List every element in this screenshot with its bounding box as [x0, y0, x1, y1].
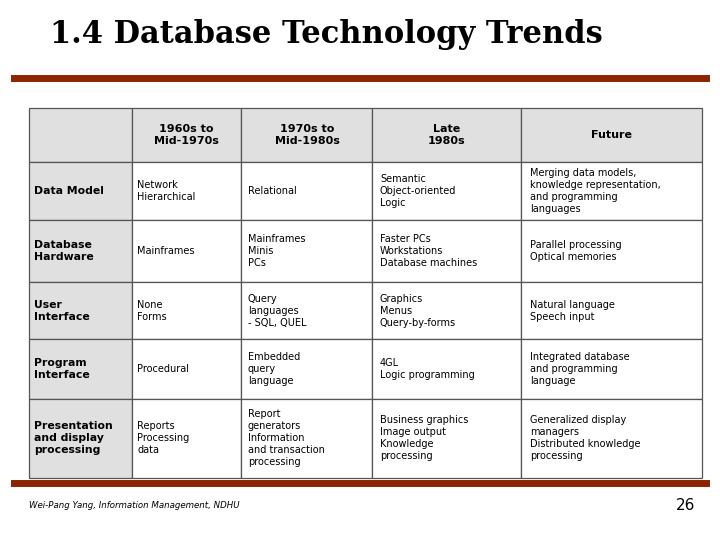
Text: Embedded
query
language: Embedded query language [248, 352, 300, 386]
Text: User
Interface: User Interface [34, 300, 90, 322]
Text: Mainframes: Mainframes [137, 246, 194, 256]
Text: 26: 26 [675, 498, 695, 514]
Text: Presentation
and display
processing: Presentation and display processing [34, 421, 113, 455]
Text: 1960s to
Mid-1970s: 1960s to Mid-1970s [154, 124, 219, 146]
Text: Semantic
Object-oriented
Logic: Semantic Object-oriented Logic [380, 174, 456, 208]
Text: Merging data models,
knowledge representation,
and programming
languages: Merging data models, knowledge represent… [531, 168, 661, 214]
Text: Program
Interface: Program Interface [34, 358, 90, 380]
Text: Data Model: Data Model [34, 186, 104, 196]
Text: Mainframes
Minis
PCs: Mainframes Minis PCs [248, 234, 305, 268]
Text: Wei-Pang Yang, Information Management, NDHU: Wei-Pang Yang, Information Management, N… [29, 502, 240, 510]
Text: Business graphics
Image output
Knowledge
processing: Business graphics Image output Knowledge… [380, 415, 468, 462]
Text: Reports
Processing
data: Reports Processing data [137, 421, 189, 455]
Text: Report
generators
Information
and transaction
processing: Report generators Information and transa… [248, 409, 325, 468]
Text: Graphics
Menus
Query-by-forms: Graphics Menus Query-by-forms [380, 294, 456, 328]
Text: Faster PCs
Workstations
Database machines: Faster PCs Workstations Database machine… [380, 234, 477, 268]
Text: Integrated database
and programming
language: Integrated database and programming lang… [531, 352, 630, 386]
Text: Parallel processing
Optical memories: Parallel processing Optical memories [531, 240, 622, 262]
Text: Procedural: Procedural [137, 364, 189, 374]
Text: Database
Hardware: Database Hardware [34, 240, 94, 262]
Text: Network
Hierarchical: Network Hierarchical [137, 180, 195, 202]
Text: Relational: Relational [248, 186, 297, 196]
Text: Query
languages
- SQL, QUEL: Query languages - SQL, QUEL [248, 294, 307, 328]
Text: Late
1980s: Late 1980s [428, 124, 466, 146]
Text: Future: Future [591, 130, 632, 140]
Text: 1.4 Database Technology Trends: 1.4 Database Technology Trends [50, 19, 603, 50]
Text: None
Forms: None Forms [137, 300, 166, 322]
Text: Generalized display
managers
Distributed knowledge
processing: Generalized display managers Distributed… [531, 415, 641, 462]
Text: 4GL
Logic programming: 4GL Logic programming [380, 358, 474, 380]
Text: 1970s to
Mid-1980s: 1970s to Mid-1980s [274, 124, 339, 146]
Text: Natural language
Speech input: Natural language Speech input [531, 300, 615, 322]
